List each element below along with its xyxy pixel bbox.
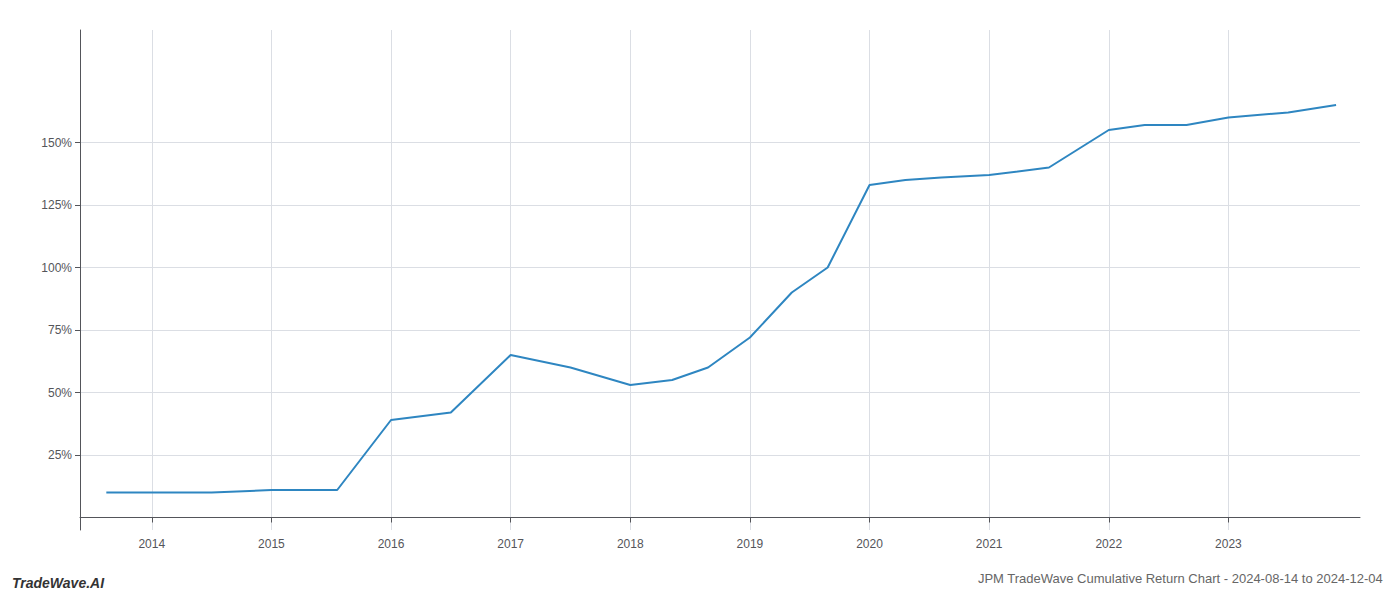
svg-text:2018: 2018 (617, 537, 644, 551)
svg-text:75%: 75% (48, 323, 72, 337)
svg-text:150%: 150% (41, 136, 72, 150)
svg-text:JPM TradeWave Cumulative Retur: JPM TradeWave Cumulative Return Chart - … (978, 571, 1383, 586)
svg-text:2015: 2015 (258, 537, 285, 551)
svg-text:2017: 2017 (497, 537, 524, 551)
svg-text:125%: 125% (41, 198, 72, 212)
svg-text:50%: 50% (48, 386, 72, 400)
svg-text:2021: 2021 (976, 537, 1003, 551)
svg-text:2022: 2022 (1095, 537, 1122, 551)
svg-text:25%: 25% (48, 448, 72, 462)
svg-text:2019: 2019 (737, 537, 764, 551)
svg-text:100%: 100% (41, 261, 72, 275)
svg-text:2023: 2023 (1215, 537, 1242, 551)
svg-text:2016: 2016 (378, 537, 405, 551)
svg-text:TradeWave.AI: TradeWave.AI (12, 575, 105, 591)
svg-text:2014: 2014 (138, 537, 165, 551)
svg-text:2020: 2020 (856, 537, 883, 551)
